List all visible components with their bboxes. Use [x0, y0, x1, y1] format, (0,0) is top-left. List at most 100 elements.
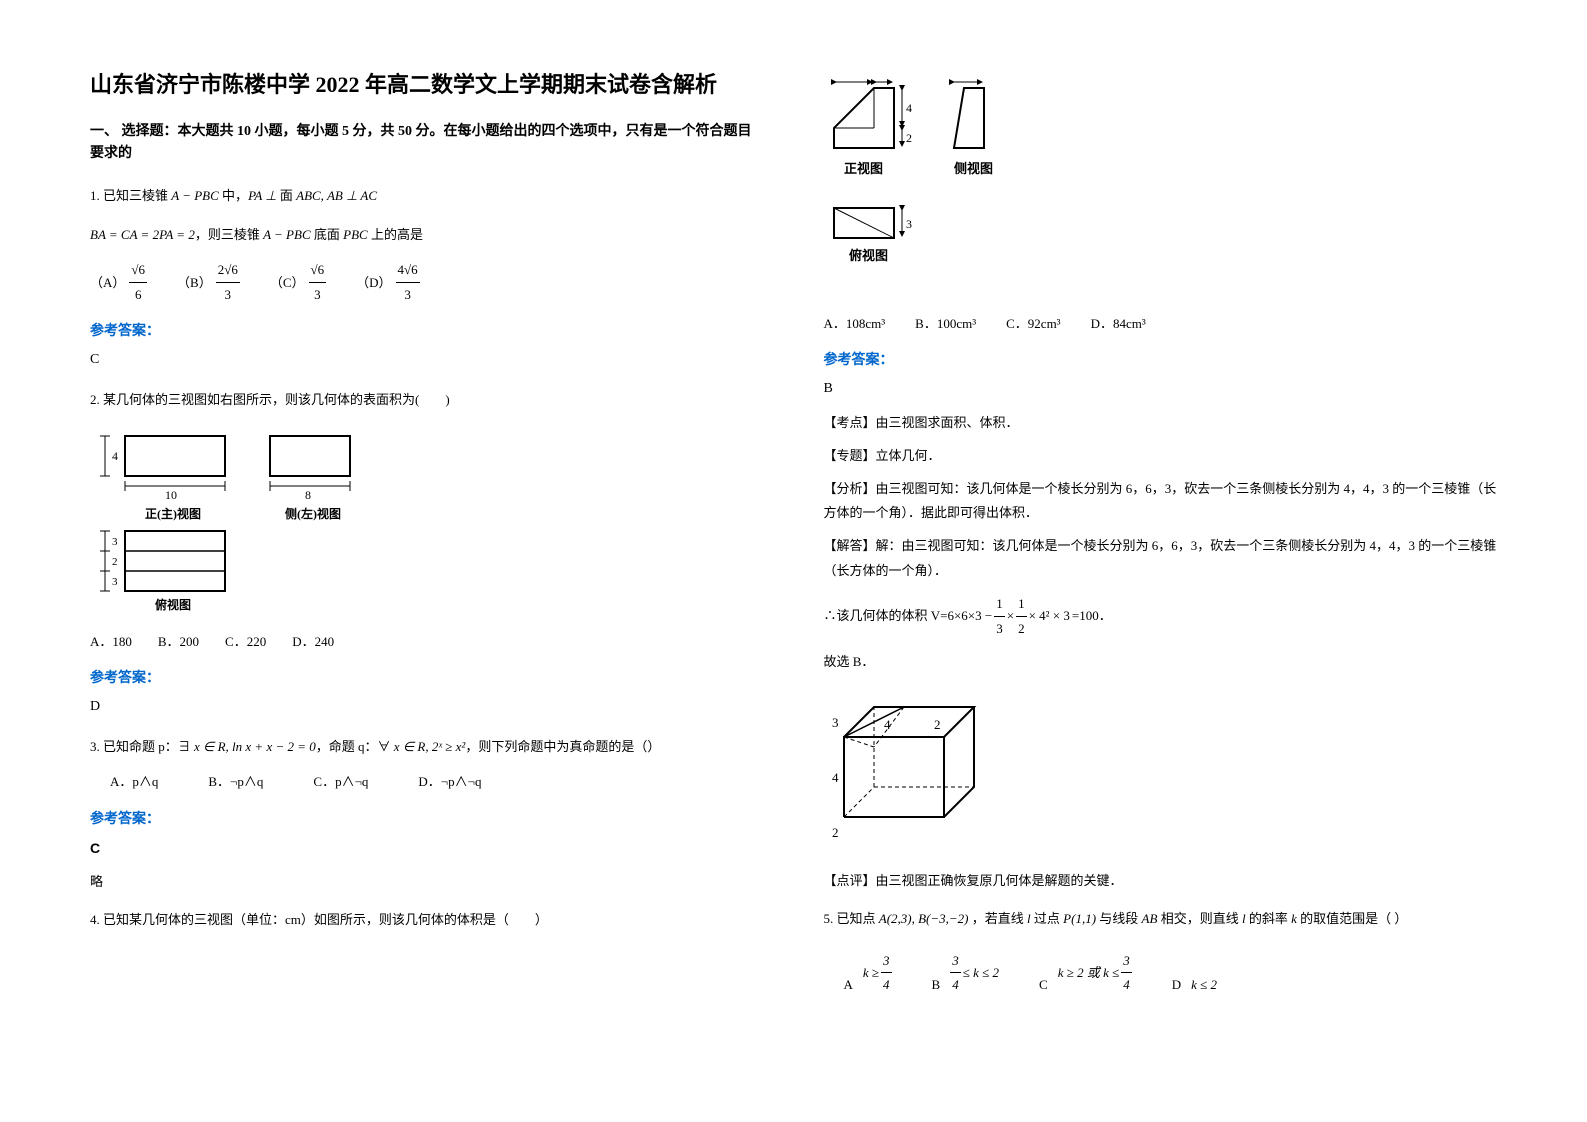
- q4-sol-answer1: 【解答】解：由三视图可知：该几何体是一个棱长分别为 6，6，3，砍去一个三条侧棱…: [824, 534, 1498, 583]
- q3-optD: D．¬p∧¬q: [418, 770, 481, 793]
- q4-sol-formula: ∴该几何体的体积 V=6×6×3 − 1 3 × 1 2 × 4² × 3 =1…: [824, 592, 1498, 642]
- q5-prefix: 5. 已知点: [824, 911, 879, 926]
- q4-sol-point: 【考点】由三视图求面积、体积．: [824, 411, 1498, 436]
- q4-sol-conclusion: 故选 B．: [824, 650, 1498, 675]
- q4-front-h2: 2: [906, 131, 912, 145]
- q2-top-h3: 3: [112, 576, 118, 588]
- q5-mid5: 的斜率: [1246, 911, 1292, 926]
- q1-l2mid: ，则三棱锥: [195, 227, 263, 242]
- q4-side-d3: 3: [964, 78, 970, 81]
- q5-options: A k ≥ 3 4 B 3 4 ≤ k ≤ 2 C k ≥ 2 或: [824, 949, 1498, 997]
- q4-optD: D．84cm³: [1091, 312, 1146, 335]
- q1-answer-label: 参考答案：: [90, 320, 764, 340]
- q4-side-label: 侧视图: [954, 161, 993, 176]
- q4-solid-c2: 2: [832, 825, 839, 840]
- q2-top-label: 俯视图: [155, 597, 191, 612]
- q5-optA-label: A: [844, 973, 853, 996]
- q5-mid3: 与线段: [1096, 911, 1142, 926]
- q4-solid-c: 2: [934, 717, 941, 732]
- right-column: 4 2 4 2 正视图 3 侧视图: [824, 70, 1498, 1052]
- q3-answer: C: [90, 840, 764, 856]
- q2-figure: 4 10 正(主)视图 8 侧(左)视图: [90, 426, 764, 616]
- q3-mid: ，命题 q：∀: [316, 739, 394, 754]
- q2-top-h2: 2: [112, 556, 118, 568]
- q4-front-label: 正视图: [844, 161, 883, 176]
- q4-front-h4: 4: [906, 101, 912, 115]
- q5-end: 的取值范围是（ ）: [1297, 911, 1408, 926]
- q5-f1: A(2,3), B(−3,−2): [879, 911, 969, 926]
- q1-mid1: 中，: [219, 188, 248, 203]
- q1-l2end: 上的高是: [368, 227, 423, 242]
- q4-f1d: 3: [996, 617, 1003, 642]
- q4-front-d4: 4: [849, 78, 855, 81]
- q4-solid-figure: 3 4 2 4 2: [824, 687, 1498, 857]
- q3-options: A．p∧q B．¬p∧q C．p∧¬q D．¬p∧¬q: [90, 770, 764, 793]
- q4-optA: A．108cm³: [824, 312, 886, 335]
- q4-top-label: 俯视图: [849, 248, 888, 263]
- q1-optD-den: 3: [404, 283, 411, 306]
- q1-optC-num: √6: [309, 258, 327, 282]
- q5-mid4: 相交，则直线: [1157, 911, 1242, 926]
- q3-f1: x ∈ R, ln x + x − 2 = 0: [194, 739, 316, 754]
- q2-side-w: 8: [305, 488, 311, 502]
- q1-l2f1: BA = CA = 2PA = 2: [90, 227, 195, 242]
- document-title: 山东省济宁市陈楼中学 2022 年高二数学文上学期期末试卷含解析: [90, 70, 764, 101]
- q2-front-label: 正(主)视图: [145, 506, 201, 521]
- q2-front-h: 4: [112, 449, 118, 463]
- q3-answer-label: 参考答案：: [90, 808, 764, 828]
- q4-t2: × 4² × 3: [1029, 604, 1070, 629]
- q1-stem: 1. 已知三棱锥 A − PBC 中，PA ⊥ 面 ABC, AB ⊥ AC: [90, 184, 764, 207]
- section-header: 一、 选择题：本大题共 10 小题，每小题 5 分，共 50 分。在每小题给出的…: [90, 121, 764, 166]
- q2-stem: 2. 某几何体的三视图如右图所示，则该几何体的表面积为( ): [90, 388, 764, 411]
- q1-optA-den: 6: [135, 283, 142, 306]
- q4-solid-b: 4: [884, 717, 891, 732]
- q1-f3: ABC, AB ⊥ AC: [296, 188, 377, 203]
- q2-answer-label: 参考答案：: [90, 667, 764, 687]
- q4-front-d2: 2: [879, 78, 885, 81]
- q1-l2f2: A − PBC: [263, 227, 311, 242]
- q1-f2: PA ⊥: [248, 188, 280, 203]
- q1-optD-label: （D）: [356, 271, 391, 294]
- q2-answer: D: [90, 699, 764, 715]
- q3-note: 略: [90, 870, 764, 895]
- q3-end: ，则下列命题中为真命题的是（）: [465, 739, 660, 754]
- q2-side-label: 侧(左)视图: [285, 506, 341, 521]
- q4-sol-analysis: 【分析】由三视图可知：该几何体是一个棱长分别为 6，6，3，砍去一个三条侧棱长分…: [824, 477, 1498, 526]
- q1-optC-label: （C）: [270, 271, 305, 294]
- q4-three-views: 4 2 4 2 正视图 3 侧视图: [824, 78, 1084, 298]
- q4-solid-b2: 4: [832, 770, 839, 785]
- q3-optA: A．p∧q: [110, 770, 158, 793]
- q3-prefix: 3. 已知命题 p：∃: [90, 739, 194, 754]
- q5-mid1: ，若直线: [969, 911, 1028, 926]
- q2-front-w: 10: [165, 488, 177, 502]
- q2-top-h1: 3: [112, 536, 118, 548]
- q3-optB: B．¬p∧q: [208, 770, 263, 793]
- q4-sol-topic: 【专题】立体几何．: [824, 444, 1498, 469]
- q5-f4: AB: [1142, 911, 1158, 926]
- q4-options: A．108cm³ B．100cm³ C．92cm³ D．84cm³: [824, 312, 1498, 335]
- q4-t1: ×: [1007, 604, 1014, 629]
- q1-f1: A − PBC: [171, 188, 219, 203]
- q1-optC-den: 3: [314, 283, 321, 306]
- q2-options: A．180 B．200 C．220 D．240: [90, 630, 764, 653]
- q4-optB: B．100cm³: [915, 312, 976, 335]
- q4-sol-comment: 【点评】由三视图正确恢复原几何体是解题的关键．: [824, 869, 1498, 894]
- q1-optD-num: 4√6: [396, 258, 420, 282]
- q1-optB-den: 3: [225, 283, 232, 306]
- q5-mid2: 过点: [1031, 911, 1064, 926]
- q1-l2mid2: 底面: [311, 227, 344, 242]
- q4-figure: 4 2 4 2 正视图 3 侧视图: [824, 78, 1498, 298]
- q3-optC: C．p∧¬q: [313, 770, 368, 793]
- q5-stem: 5. 已知点 A(2,3), B(−3,−2) ，若直线 l 过点 P(1,1)…: [824, 907, 1498, 930]
- q4-answer-label: 参考答案：: [824, 349, 1498, 369]
- q4-sol-fp: ∴该几何体的体积 V=6×6×3 −: [824, 604, 993, 629]
- q5-f3: P(1,1): [1063, 911, 1096, 926]
- q1-optB-num: 2√6: [216, 258, 240, 282]
- left-column: 山东省济宁市陈楼中学 2022 年高二数学文上学期期末试卷含解析 一、 选择题：…: [90, 70, 764, 1052]
- q5-optD-label: D: [1172, 973, 1181, 996]
- q1-mid2: 面: [280, 188, 296, 203]
- q1-answer: C: [90, 352, 764, 368]
- q1-optA-label: （A）: [90, 271, 125, 294]
- q1-line2: BA = CA = 2PA = 2，则三棱锥 A − PBC 底面 PBC 上的…: [90, 223, 764, 246]
- q1-options: （A） √6 6 （B） 2√6 3 （C） √6 3 （D） 4√6 3: [90, 258, 764, 306]
